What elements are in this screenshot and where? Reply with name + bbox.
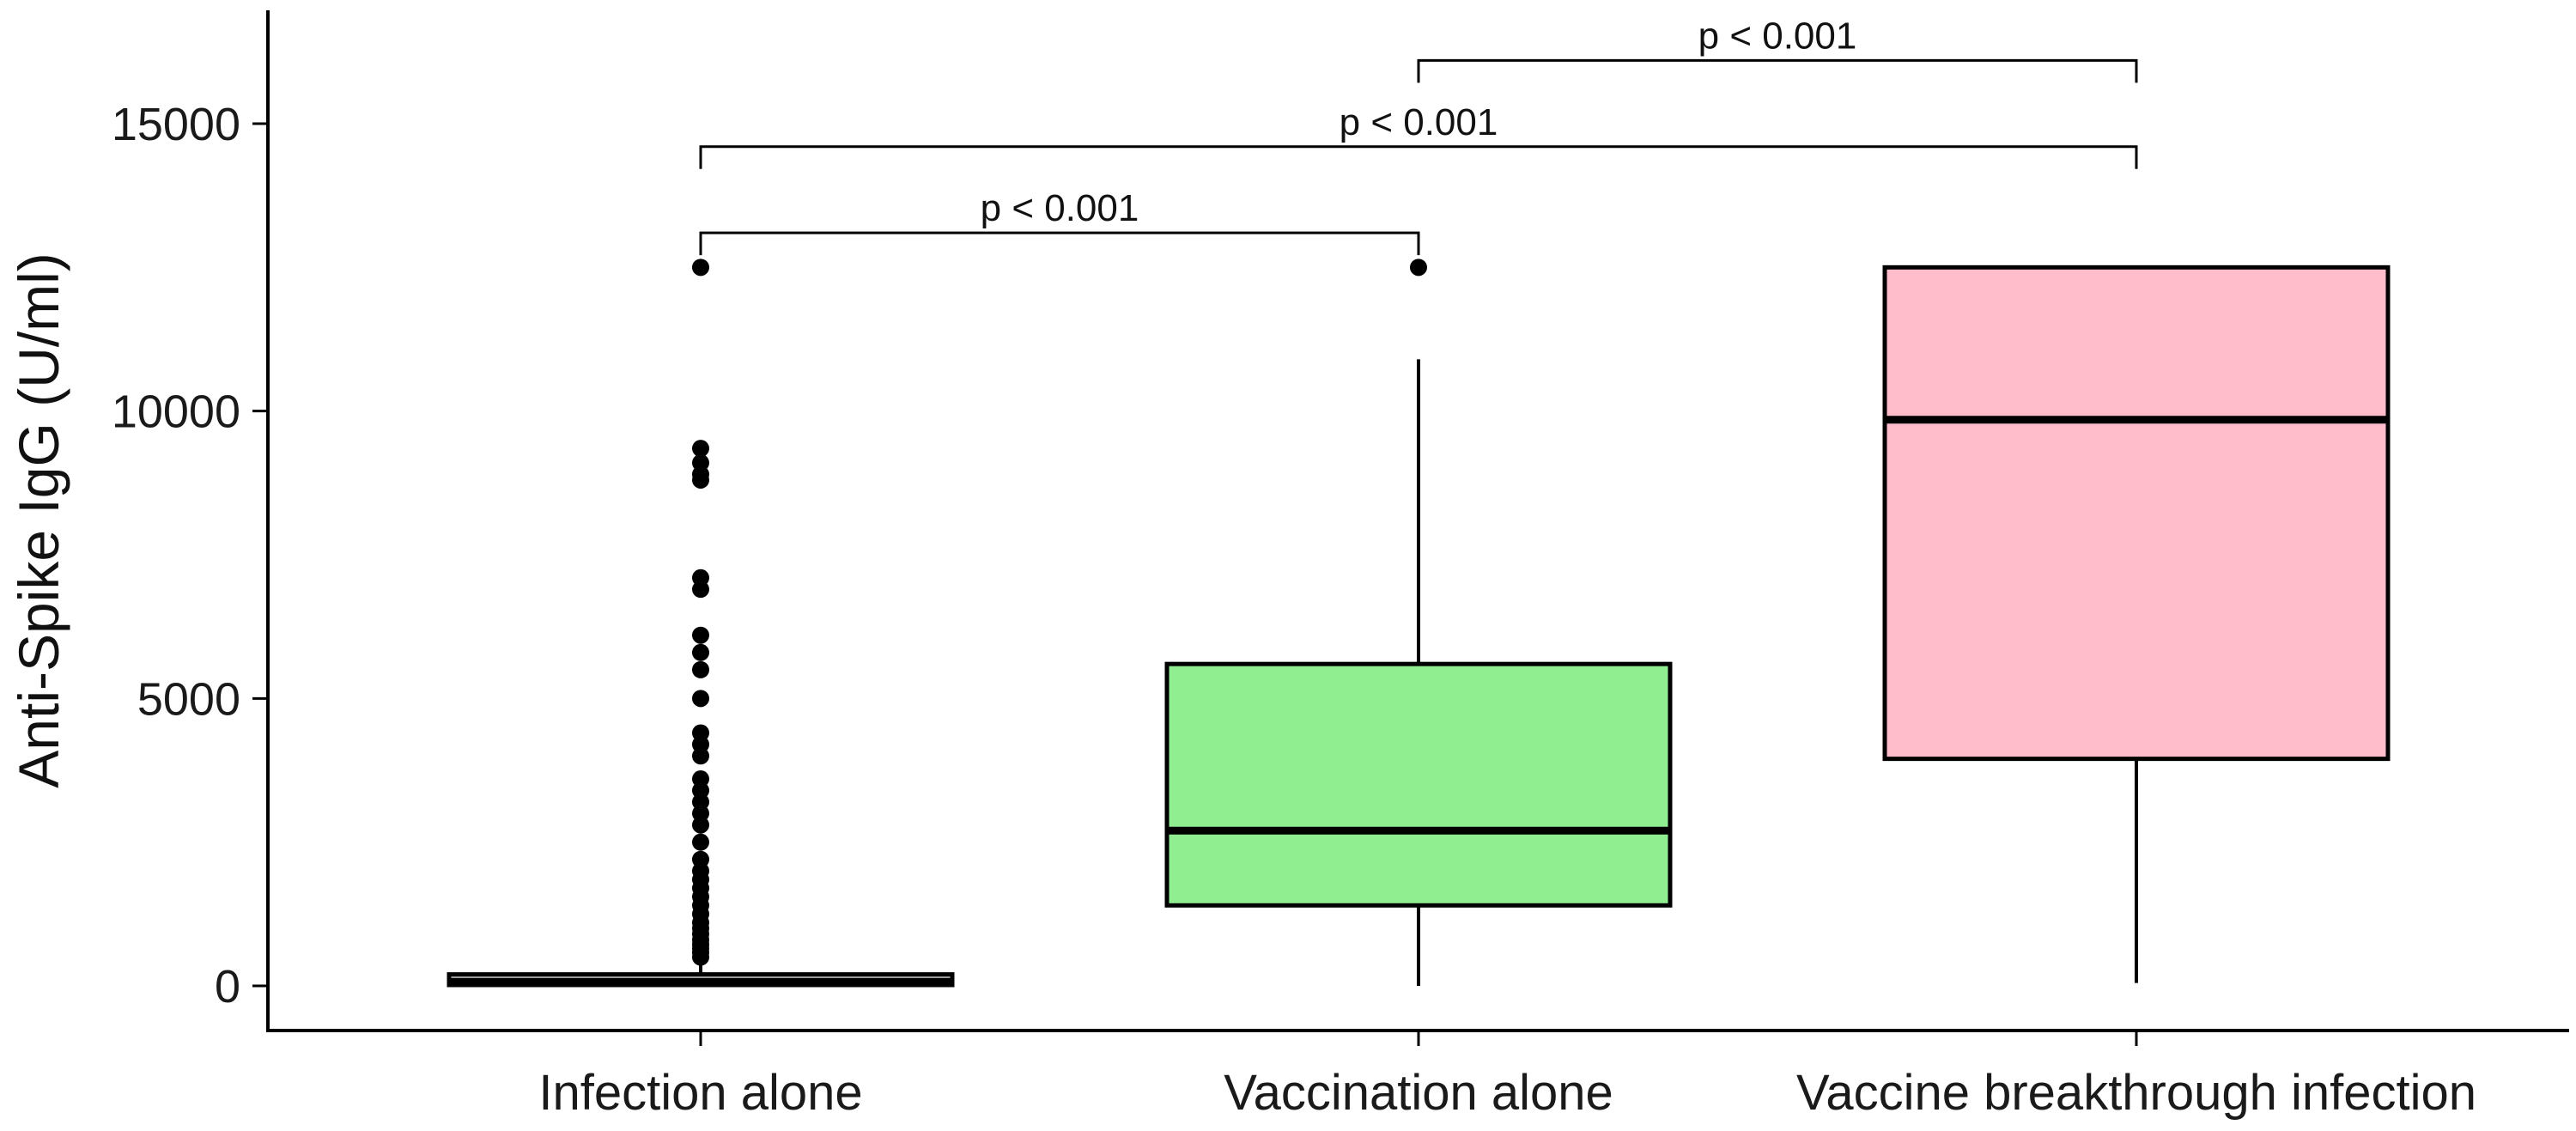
box-iqr [1882, 265, 2391, 762]
box-group [1882, 265, 2391, 983]
axes: 0 5000 10000 15000 Infection alone Vaccinatio… [112, 10, 2569, 1121]
outlier-point [692, 440, 709, 458]
outlier-point [692, 453, 709, 471]
outlier-point [692, 690, 709, 708]
y-tick-label: 0 [215, 961, 240, 1012]
x-tick-label: Vaccination alone [1224, 1065, 1613, 1121]
outlier-point [692, 724, 709, 742]
y-tick-label: 5000 [137, 673, 240, 725]
outlier-point [692, 660, 709, 678]
p-value-label: p < 0.001 [981, 187, 1139, 229]
comparison-bracket [1417, 58, 2138, 83]
box-iqr [1164, 661, 1673, 908]
outlier-point [692, 850, 709, 868]
p-value-label: p < 0.001 [1698, 15, 1857, 57]
outlier-point [692, 569, 709, 587]
x-tick-label: Vaccine breakthrough infection [1796, 1065, 2476, 1121]
comparison-bracket [699, 145, 2138, 169]
outlier-point [692, 626, 709, 644]
box-group [1164, 258, 1673, 986]
labels: Anti-Spike IgG (U/ml) [7, 252, 70, 787]
y-tick-label: 15000 [112, 99, 240, 150]
box-group [447, 258, 955, 988]
outlier-point [692, 770, 709, 788]
outlier-point [692, 258, 709, 277]
outlier-point [692, 833, 709, 851]
y-axis-title: Anti-Spike IgG (U/ml) [7, 252, 70, 787]
significance-brackets: p < 0.001 p < 0.001 p < 0.001 [699, 15, 2138, 256]
outlier-point [1410, 258, 1427, 277]
boxes [447, 258, 2391, 988]
outlier-point [692, 643, 709, 661]
p-value-label: p < 0.001 [1340, 101, 1498, 143]
y-tick-label: 10000 [112, 386, 240, 438]
x-tick-label: Infection alone [538, 1065, 862, 1121]
comparison-bracket [699, 231, 1420, 256]
